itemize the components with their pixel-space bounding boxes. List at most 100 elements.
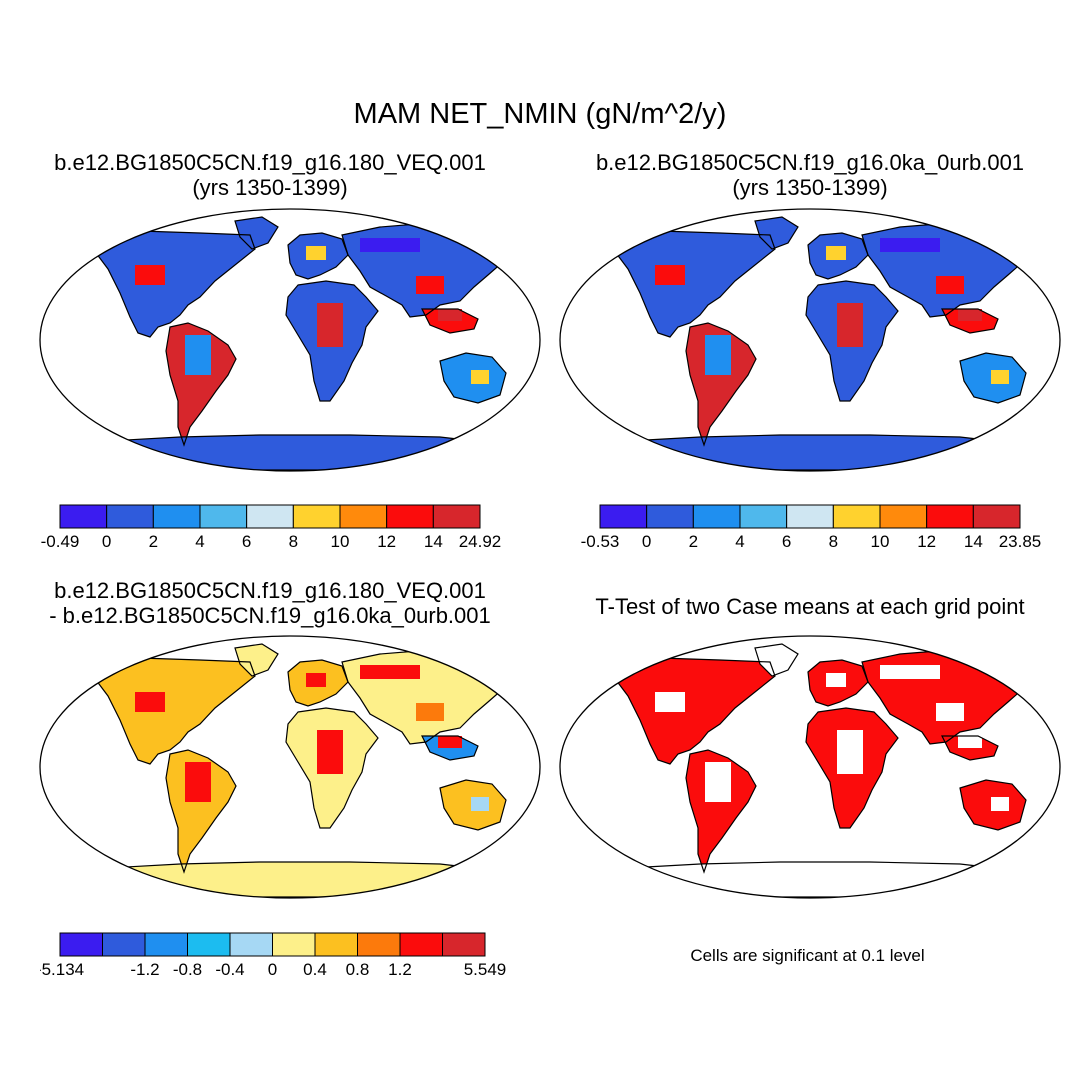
field-patch xyxy=(317,730,343,774)
coastline-greenland xyxy=(234,643,279,677)
colorbar-label: 14 xyxy=(964,532,983,551)
colorbar-label: -1.2 xyxy=(130,960,159,979)
colorbar-label: -0.49 xyxy=(41,532,80,551)
panel-title-case1: b.e12.BG1850C5CN.f19_g16.180_VEQ.001 (yr… xyxy=(10,150,530,200)
field-patch xyxy=(306,246,326,260)
coastline-europe xyxy=(287,232,349,280)
colorbar-swatch xyxy=(972,504,1021,529)
colorbar-label: 0 xyxy=(268,960,277,979)
coastline-southAmerica xyxy=(685,749,757,874)
land-greenland xyxy=(755,217,798,249)
land-southAmerica xyxy=(166,750,236,872)
field-patch xyxy=(958,309,982,321)
colorbar-label: 6 xyxy=(242,532,251,551)
colorbar-swatch xyxy=(339,504,388,529)
coastline-seAsia xyxy=(421,735,479,761)
colorbar-label: 0 xyxy=(642,532,651,551)
coastline-australia xyxy=(959,352,1027,404)
coastline-africa xyxy=(805,280,899,402)
coastline-australia xyxy=(439,779,507,831)
colorbar-swatch xyxy=(432,504,481,529)
colorbar-case1: -0.49 0 2 4 6 8 10 12 14 24.92 xyxy=(41,504,501,551)
colorbar-label: 23.85 xyxy=(999,532,1042,551)
colorbar-swatch xyxy=(272,932,316,957)
coastline-northAmerica xyxy=(87,230,256,338)
field-patch xyxy=(936,703,964,721)
colorbar-swatch xyxy=(692,504,741,529)
map-ttest xyxy=(559,635,1061,899)
colorbar-label: 4 xyxy=(735,532,744,551)
colorbar-swatch xyxy=(386,504,434,529)
coastline-australia xyxy=(439,352,507,404)
colorbar-label: 12 xyxy=(377,532,396,551)
coastline-seAsia xyxy=(421,308,479,334)
coastline-europe xyxy=(807,232,869,280)
colorbar-label: 14 xyxy=(424,532,443,551)
colorbar-label: 6 xyxy=(782,532,791,551)
coastline-africa xyxy=(285,707,379,829)
field-patch xyxy=(826,246,846,260)
colorbar-swatch xyxy=(292,504,341,529)
land-fill-layer xyxy=(88,217,522,470)
coastline-africa xyxy=(285,280,379,402)
figure-title: MAM NET_NMIN (gN/m^2/y) xyxy=(353,98,727,130)
colorbar-label: 2 xyxy=(149,532,158,551)
colorbar-swatch xyxy=(442,932,486,957)
colorbar-label: -0.4 xyxy=(215,960,244,979)
coastline-southAmerica xyxy=(165,322,237,447)
field-patch xyxy=(438,736,462,748)
field-patch xyxy=(471,797,489,811)
coastline-northAmerica xyxy=(87,657,256,765)
map-frame xyxy=(39,635,541,899)
colorbar-case2: -0.53 0 2 4 6 8 10 12 14 23.85 xyxy=(581,504,1042,551)
field-patch xyxy=(837,303,863,347)
colorbar-label: -5.134 xyxy=(40,960,84,979)
colorbar-label: 8 xyxy=(289,532,298,551)
land-southAmerica xyxy=(686,323,756,445)
coastline-greenland xyxy=(754,643,799,677)
field-patch xyxy=(135,265,165,285)
colorbar-label: 2 xyxy=(689,532,698,551)
panel-title-line2: (yrs 1350-1399) xyxy=(192,175,348,200)
field-patch xyxy=(880,238,940,252)
colorbar-label: 8 xyxy=(829,532,838,551)
land-southAmerica xyxy=(166,323,236,445)
field-patch xyxy=(185,762,211,802)
colorbar-label: -0.8 xyxy=(173,960,202,979)
colorbar-label: -0.53 xyxy=(581,532,620,551)
field-patch xyxy=(416,276,444,294)
significance-note: Cells are significant at 0.1 level xyxy=(690,946,925,965)
land-fill-layer xyxy=(88,644,522,897)
coastline-africa xyxy=(805,707,899,829)
land-northAmerica xyxy=(608,231,775,337)
colorbar-swatch xyxy=(786,504,834,529)
colorbar-swatch xyxy=(59,504,108,529)
colorbar-swatch xyxy=(246,504,294,529)
map-frame xyxy=(559,635,1061,899)
field-patch xyxy=(655,692,685,712)
colorbar-swatch xyxy=(646,504,694,529)
colorbar-swatch xyxy=(59,932,103,957)
field-patch xyxy=(826,673,846,687)
field-patch xyxy=(880,665,940,679)
land-northAmerica xyxy=(88,658,255,764)
colorbar-swatch xyxy=(739,504,788,529)
coastline-seAsia xyxy=(941,735,999,761)
colorbar-swatch xyxy=(187,932,231,957)
colorbar-label: 10 xyxy=(331,532,350,551)
colorbar-label: 0.8 xyxy=(346,960,370,979)
map-case1 xyxy=(39,208,541,472)
colorbar-swatch xyxy=(144,932,188,957)
panel-title-diff: b.e12.BG1850C5CN.f19_g16.180_VEQ.001 - b… xyxy=(10,578,530,628)
land-fill-layer xyxy=(608,644,1042,897)
field-patch xyxy=(705,335,731,375)
colorbar-swatch xyxy=(102,932,146,957)
field-patch xyxy=(655,265,685,285)
coastline-northAmerica xyxy=(607,657,776,765)
panel-title-ttest: T-Test of two Case means at each grid po… xyxy=(550,594,1070,619)
field-patch xyxy=(991,370,1009,384)
land-southAmerica xyxy=(686,750,756,872)
panel-title-line2: (yrs 1350-1399) xyxy=(732,175,888,200)
colorbar-swatch xyxy=(399,932,443,957)
coastline-southAmerica xyxy=(685,322,757,447)
